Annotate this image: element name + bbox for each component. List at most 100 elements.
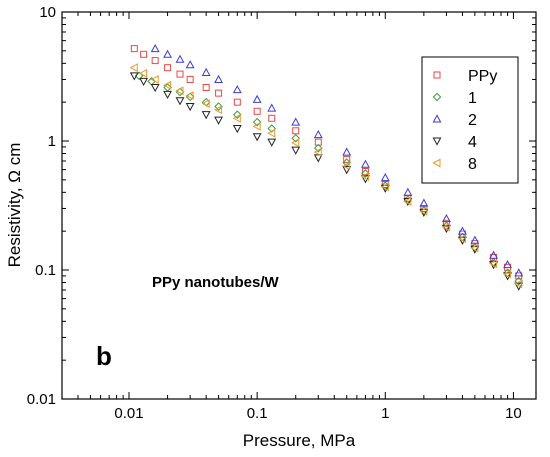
data-point-8-2 [150, 75, 159, 84]
data-point-8-5 [185, 91, 194, 101]
data-point-2-5 [214, 74, 224, 83]
legend-entry-PPy: PPy [433, 68, 497, 85]
data-point-PPy-5 [186, 75, 194, 83]
data-point-1-6 [214, 102, 223, 111]
data-point-8-6 [201, 99, 210, 109]
data-point-2-12 [360, 159, 370, 168]
data-point-2-7 [252, 94, 262, 103]
data-point-4-0 [129, 72, 139, 81]
x-tick-labels: 0.01 0.1 1 10 [114, 405, 521, 422]
data-point-2-20 [503, 260, 513, 269]
data-point-8-22 [502, 269, 512, 279]
y-tick-label: 0.1 [35, 262, 56, 279]
data-point-4-7 [214, 116, 224, 125]
legend-marker-2 [432, 114, 442, 123]
legend-label-4: 4 [468, 134, 477, 151]
data-point-1-4 [185, 92, 195, 102]
data-point-2-3 [185, 60, 195, 69]
data-point-2-19 [489, 250, 499, 259]
data-point-2-4 [201, 67, 211, 76]
data-point-8-4 [175, 86, 184, 96]
legend-label-8: 8 [468, 156, 477, 173]
data-point-8-3 [162, 80, 172, 90]
data-point-1-11 [313, 143, 323, 153]
data-point-8-1 [138, 68, 148, 78]
y-tick-label: 10 [39, 4, 56, 21]
data-point-PPy-13 [343, 155, 351, 163]
data-point-PPy-2 [151, 57, 159, 65]
data-point-PPy-3 [164, 64, 172, 72]
data-point-2-1 [163, 49, 173, 58]
data-point-PPy-7 [215, 89, 223, 97]
data-point-4-9 [252, 133, 262, 142]
data-point-2-8 [267, 103, 277, 112]
data-point-4-6 [201, 111, 211, 120]
x-tick-label: 0.1 [247, 405, 268, 422]
x-axis-title: Pressure, MPa [243, 431, 356, 450]
data-point-8-14 [360, 172, 369, 182]
data-point-8-18 [441, 222, 450, 232]
data-point-1-8 [252, 117, 262, 127]
data-point-4-19 [457, 236, 467, 245]
legend-marker-4 [432, 137, 442, 146]
data-point-8-9 [252, 121, 261, 131]
data-point-2-16 [441, 214, 451, 223]
data-point-2-15 [419, 198, 429, 207]
data-point-1-10 [291, 133, 301, 143]
legend-box [421, 56, 519, 184]
series-2 [150, 43, 524, 277]
y-tick-label: 0.01 [27, 391, 56, 408]
data-point-PPy-8 [233, 98, 241, 106]
legend-marker-PPy [433, 71, 441, 79]
data-point-PPy-4 [176, 70, 184, 78]
data-point-8-16 [403, 196, 412, 206]
legend-entry-2: 2 [432, 112, 477, 129]
data-point-1-7 [232, 110, 242, 119]
data-point-8-12 [313, 147, 322, 157]
data-point-2-9 [291, 117, 301, 126]
data-point-8-7 [213, 105, 223, 115]
data-point-1-13 [361, 169, 370, 178]
x-tick-label: 0.01 [114, 405, 143, 422]
data-point-4-2 [150, 83, 160, 93]
data-marks [129, 43, 524, 291]
legend-entry-4: 4 [432, 134, 477, 151]
data-point-8-17 [419, 206, 428, 216]
chart-annotation: PPy nanotubes/W [152, 274, 280, 291]
legend-label-1: 1 [468, 90, 477, 107]
data-point-4-10 [267, 138, 277, 147]
data-point-2-18 [470, 235, 480, 244]
y-tick-labels: 0.01 0.1 1 10 [27, 4, 56, 408]
data-point-PPy-1 [140, 50, 148, 58]
data-point-8-23 [514, 279, 523, 289]
legend: PPy 1 2 4 8 [421, 56, 519, 184]
data-point-2-11 [342, 147, 352, 156]
data-point-1-9 [267, 124, 277, 133]
data-point-4-1 [139, 77, 149, 86]
data-point-PPy-11 [292, 127, 300, 135]
x-tick-label: 1 [381, 405, 389, 422]
panel-label: b [96, 341, 112, 371]
series-4 [129, 72, 524, 291]
legend-marker-1 [432, 92, 442, 102]
data-point-4-5 [185, 103, 195, 112]
data-point-2-0 [150, 43, 160, 53]
axis-ticks [61, 11, 536, 400]
data-point-2-6 [232, 85, 242, 94]
data-point-PPy-6 [202, 83, 210, 91]
legend-label-PPy: PPy [468, 68, 497, 85]
data-point-4-11 [291, 146, 301, 155]
data-point-2-2 [175, 54, 185, 63]
series-8 [129, 63, 523, 289]
data-point-1-3 [175, 87, 185, 97]
data-point-2-13 [380, 172, 390, 182]
data-point-PPy-9 [253, 107, 261, 115]
data-point-8-0 [129, 63, 138, 73]
data-point-2-10 [313, 130, 323, 139]
data-point-1-22 [514, 276, 524, 286]
data-point-8-15 [380, 182, 389, 192]
y-axis-title: Resistivity, Ω cm [5, 143, 24, 268]
data-point-4-12 [313, 154, 323, 163]
data-point-PPy-10 [268, 114, 276, 122]
